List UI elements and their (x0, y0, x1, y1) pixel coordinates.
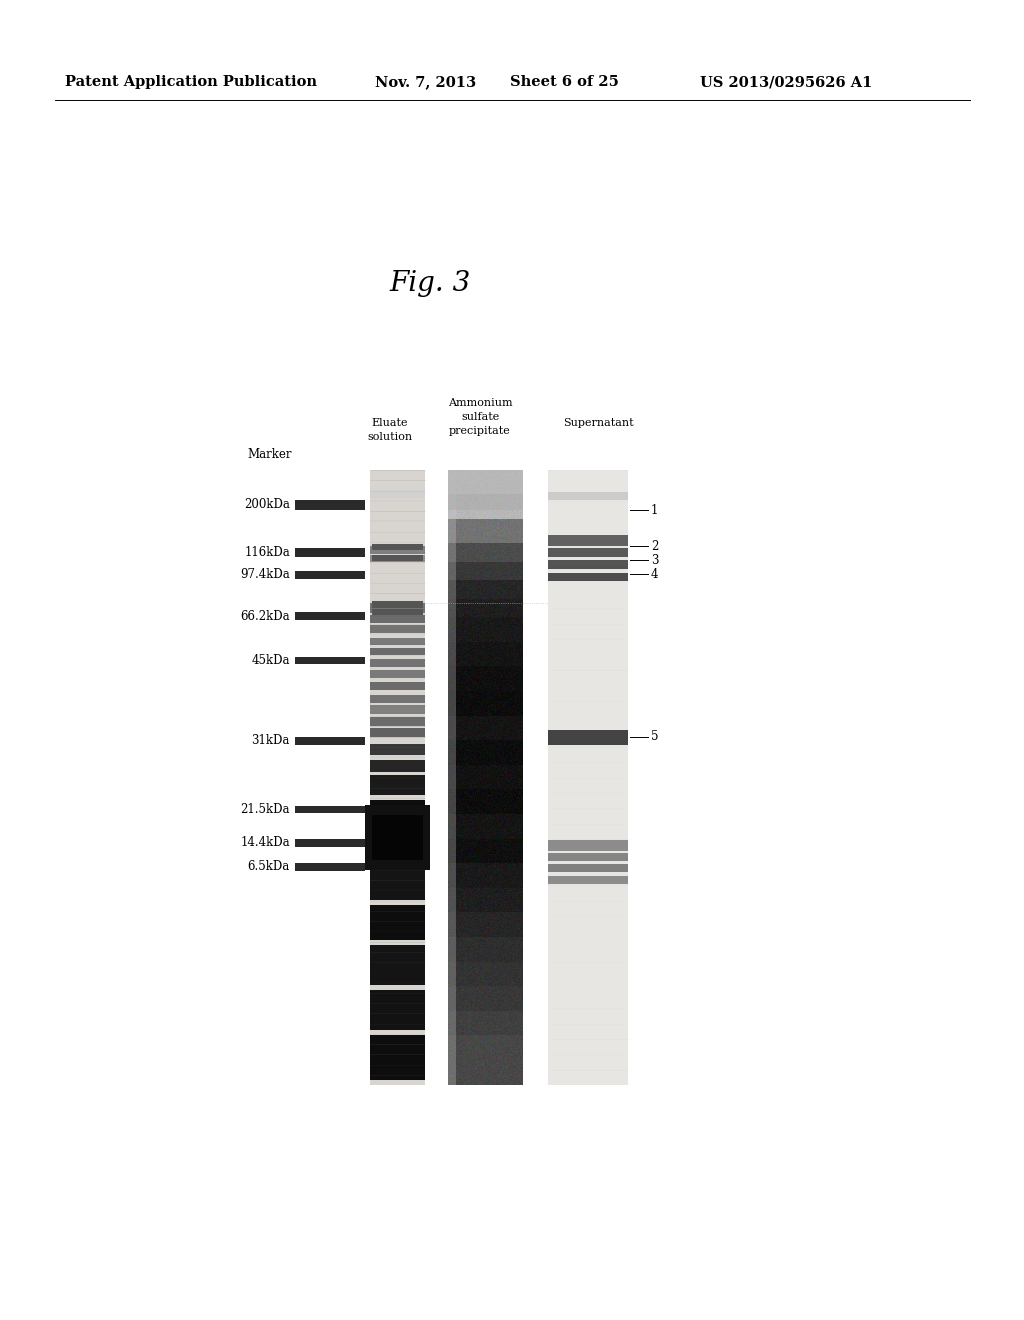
Bar (548, 560, 628, 566)
Text: 200kDa: 200kDa (244, 499, 290, 511)
Bar (370, 638, 425, 645)
Bar (295, 737, 365, 744)
Text: Nov. 7, 2013: Nov. 7, 2013 (375, 75, 476, 88)
Text: 2: 2 (651, 540, 658, 553)
Bar (295, 612, 365, 620)
Bar (295, 572, 365, 579)
Bar (548, 470, 628, 1085)
Bar (295, 840, 365, 847)
Bar (548, 536, 628, 546)
Bar (370, 855, 425, 900)
Bar (370, 490, 425, 498)
Bar (370, 470, 425, 1085)
Bar (370, 775, 425, 795)
Bar (548, 562, 628, 569)
Bar (449, 470, 456, 1085)
Bar (548, 548, 628, 554)
Bar (365, 805, 430, 870)
Bar (372, 814, 423, 861)
Bar (370, 554, 425, 562)
Bar (548, 549, 628, 557)
Bar (295, 863, 365, 871)
Text: sulfate: sulfate (461, 412, 499, 422)
Text: Ammonium: Ammonium (447, 399, 512, 408)
Text: 66.2kDa: 66.2kDa (241, 610, 290, 623)
Bar (370, 603, 425, 612)
Text: US 2013/0295626 A1: US 2013/0295626 A1 (700, 75, 872, 88)
Bar (370, 800, 425, 850)
Bar (370, 659, 425, 667)
Bar (370, 546, 425, 554)
Bar (370, 682, 425, 690)
Bar (548, 853, 628, 861)
Text: precipitate: precipitate (450, 426, 511, 436)
Bar (372, 609, 423, 615)
Bar (548, 865, 628, 873)
Text: 6.5kDa: 6.5kDa (248, 861, 290, 874)
Bar (370, 990, 425, 1030)
Bar (548, 573, 628, 579)
Bar (370, 648, 425, 655)
Text: Sheet 6 of 25: Sheet 6 of 25 (510, 75, 618, 88)
Bar (370, 696, 425, 704)
Bar (370, 729, 425, 737)
Bar (370, 906, 425, 940)
Text: 116kDa: 116kDa (245, 546, 290, 558)
Bar (372, 601, 423, 609)
Text: 31kDa: 31kDa (252, 734, 290, 747)
Bar (548, 876, 628, 884)
Bar (548, 840, 628, 851)
Text: Supernatant: Supernatant (562, 418, 633, 428)
Bar (548, 730, 628, 744)
Bar (295, 657, 365, 664)
Bar (370, 705, 425, 714)
Bar (449, 470, 523, 510)
Bar (370, 744, 425, 755)
Bar (295, 807, 365, 813)
Bar (370, 945, 425, 985)
Bar (370, 760, 425, 772)
Text: Patent Application Publication: Patent Application Publication (65, 75, 317, 88)
Text: solution: solution (368, 432, 413, 442)
Bar (370, 624, 425, 634)
Text: Marker: Marker (248, 447, 292, 461)
Text: 21.5kDa: 21.5kDa (241, 803, 290, 816)
Text: 4: 4 (651, 568, 658, 581)
Bar (370, 615, 425, 623)
Bar (548, 535, 628, 543)
Text: 1: 1 (651, 503, 658, 516)
Text: 14.4kDa: 14.4kDa (241, 837, 290, 850)
Text: 45kDa: 45kDa (252, 653, 290, 667)
Bar (548, 492, 628, 500)
Bar (372, 554, 423, 561)
Text: Eluate: Eluate (372, 418, 409, 428)
Bar (295, 500, 365, 510)
Bar (370, 1035, 425, 1080)
Bar (372, 544, 423, 550)
Bar (370, 671, 425, 678)
Bar (548, 574, 628, 581)
Text: 3: 3 (651, 553, 658, 566)
Bar (295, 548, 365, 557)
Text: 5: 5 (651, 730, 658, 743)
Text: Fig. 3: Fig. 3 (389, 271, 471, 297)
Text: 97.4kDa: 97.4kDa (241, 569, 290, 582)
Bar (370, 717, 425, 726)
